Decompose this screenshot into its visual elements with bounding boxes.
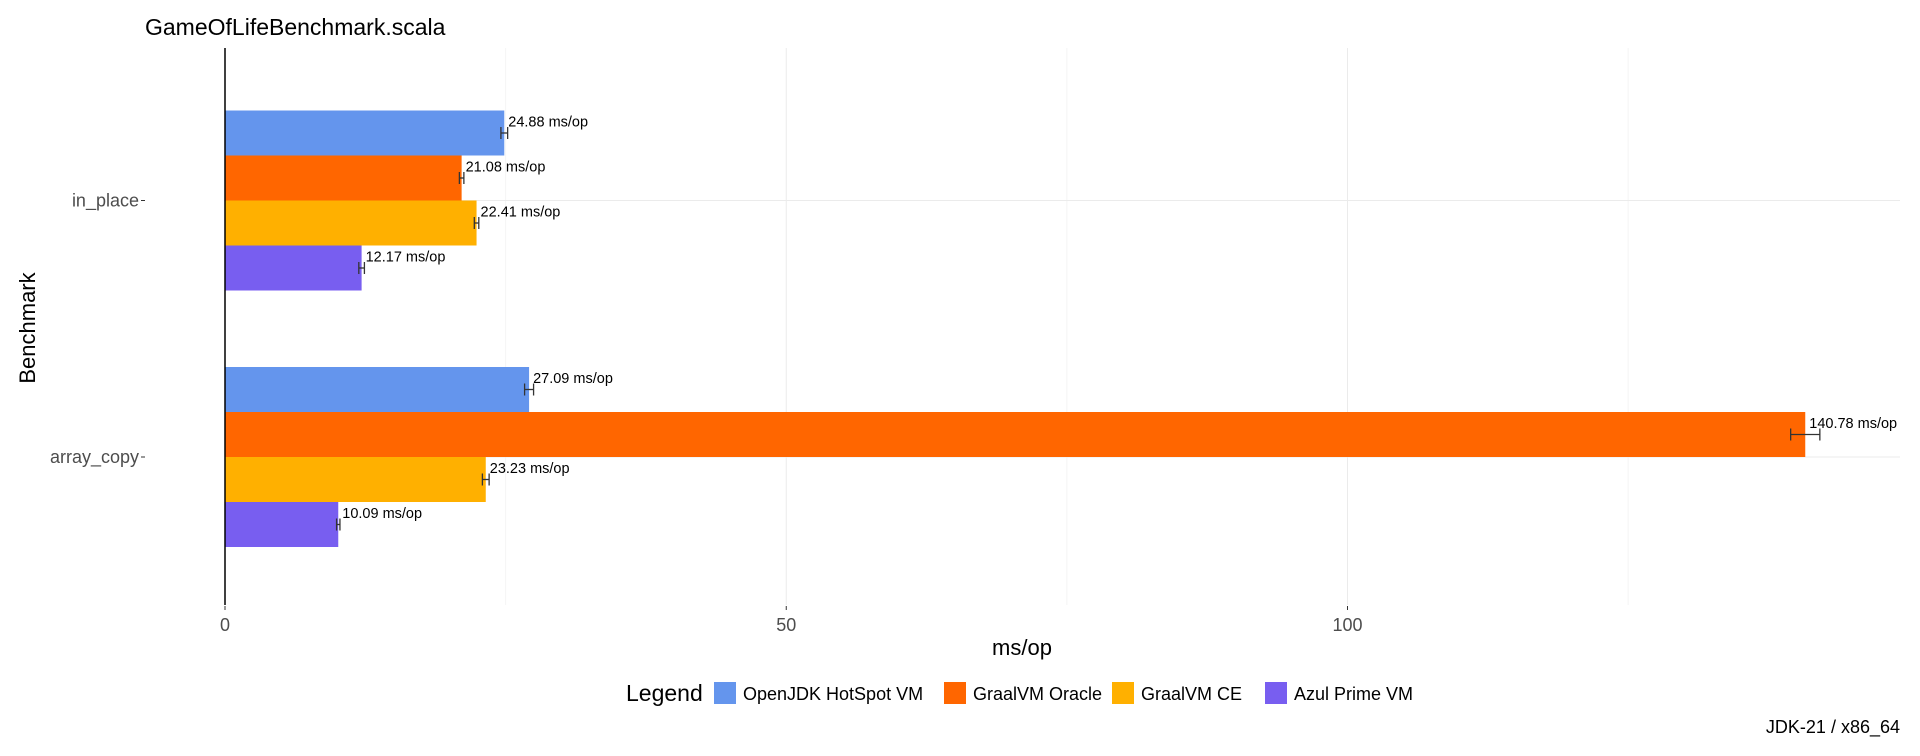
data-label: 140.78 ms/op xyxy=(1809,416,1897,432)
legend-swatch xyxy=(944,682,966,704)
data-label: 12.17 ms/op xyxy=(366,250,446,266)
y-tick-label: in_place xyxy=(72,191,139,212)
legend-item: OpenJDK HotSpot VM xyxy=(714,682,923,704)
legend-item: GraalVM Oracle xyxy=(944,682,1102,704)
bar xyxy=(225,245,362,291)
data-label: 27.09 ms/op xyxy=(533,371,613,387)
x-axis-ticks: 0 50 100 xyxy=(220,606,1363,635)
chart-caption: JDK-21 / x86_64 xyxy=(1766,717,1900,738)
data-label: 24.88 ms/op xyxy=(508,115,588,131)
legend-swatch xyxy=(1112,682,1134,704)
data-labels: 24.88 ms/op 21.08 ms/op 22.41 ms/op 12.17 m… xyxy=(342,115,1897,523)
error-bars xyxy=(335,127,1821,531)
legend-title: Legend xyxy=(626,680,703,706)
x-tick-label: 100 xyxy=(1332,615,1362,635)
y-axis-ticks: in_place array_copy xyxy=(50,191,145,468)
legend-item: GraalVM CE xyxy=(1112,682,1242,704)
chart-title: GameOfLifeBenchmark.scala xyxy=(145,14,446,40)
data-label: 10.09 ms/op xyxy=(342,506,422,522)
bar xyxy=(225,457,486,502)
x-tick-label: 50 xyxy=(776,615,796,635)
legend-item: Azul Prime VM xyxy=(1265,682,1413,704)
legend-label: Azul Prime VM xyxy=(1294,684,1413,704)
legend: Legend OpenJDK HotSpot VM GraalVM Oracle G… xyxy=(626,680,1413,706)
bar xyxy=(225,412,1806,457)
y-tick-label: array_copy xyxy=(50,447,139,468)
bar xyxy=(225,110,505,156)
y-axis-title: Benchmark xyxy=(15,271,40,383)
legend-label: GraalVM CE xyxy=(1141,684,1242,704)
bar xyxy=(225,367,530,412)
legend-label: GraalVM Oracle xyxy=(973,684,1102,704)
x-tick-label: 0 xyxy=(220,615,230,635)
data-label: 22.41 ms/op xyxy=(481,205,561,221)
x-axis-title: ms/op xyxy=(992,635,1052,660)
legend-swatch xyxy=(714,682,736,704)
legend-label: OpenJDK HotSpot VM xyxy=(743,684,923,704)
bars xyxy=(225,110,1806,547)
data-label: 23.23 ms/op xyxy=(490,461,570,477)
data-label: 21.08 ms/op xyxy=(466,160,546,176)
bar xyxy=(225,155,462,201)
bar xyxy=(225,200,477,246)
bar xyxy=(225,502,339,547)
legend-swatch xyxy=(1265,682,1287,704)
